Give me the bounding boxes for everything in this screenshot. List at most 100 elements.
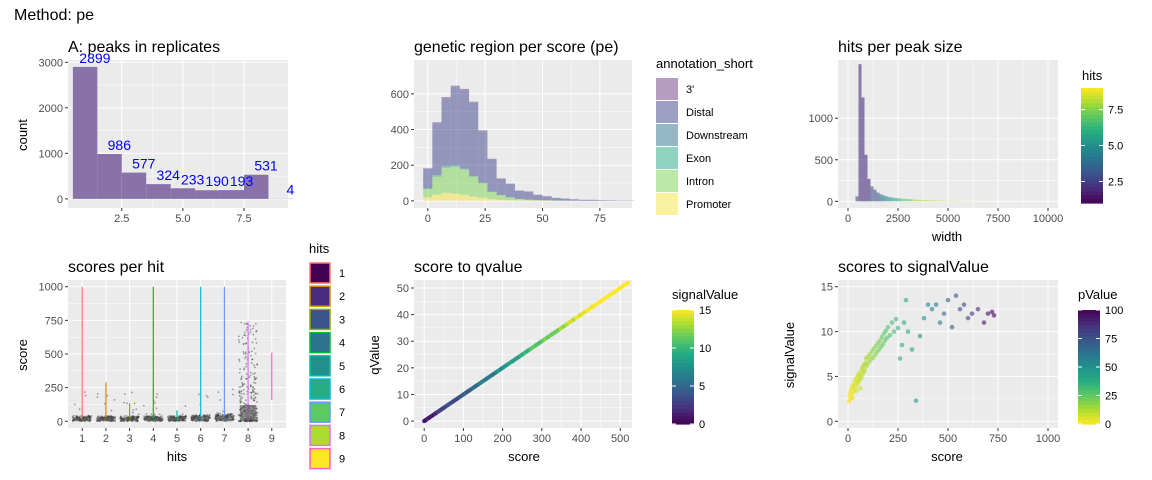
y-axis-label: qValue: [367, 335, 382, 375]
panel-scores-to-signalvalue: scores to signalValue signalValue score …: [782, 259, 1123, 464]
x-tick-label: 400: [572, 433, 590, 445]
jitter-point: [256, 419, 258, 422]
legend-colorbar-segment: [1078, 374, 1100, 379]
jitter-point: [238, 390, 241, 393]
histogram-bar: [450, 165, 460, 167]
legend-swatch: [309, 285, 331, 307]
jitter-point: [237, 338, 240, 341]
x-tick-label: 75: [594, 213, 606, 225]
jitter-point: [254, 352, 257, 355]
y-tick-label: 400: [391, 125, 409, 137]
jitter-point: [193, 414, 196, 417]
jitter-point: [237, 413, 240, 416]
jitter-point: [256, 419, 259, 422]
jitter-point: [219, 412, 222, 415]
data-point: [905, 329, 911, 334]
histogram-bar: [496, 178, 506, 195]
data-point: [864, 363, 870, 368]
legend-colorbar-segment: [1078, 401, 1100, 406]
data-point: [949, 324, 955, 330]
jitter-point: [256, 364, 259, 366]
data-point: [891, 329, 897, 334]
jitter-point: [180, 415, 183, 418]
histogram-bar: [423, 168, 433, 189]
legend-label: 9: [339, 454, 345, 466]
jitter-point: [154, 401, 156, 404]
jitter-point: [148, 415, 151, 418]
jitter-point: [137, 415, 140, 418]
x-tick-label: 10000: [1033, 213, 1064, 225]
jitter-point: [221, 410, 224, 413]
x-tick-label: 50: [536, 213, 548, 225]
jitter-point: [224, 413, 227, 416]
y-tick-label: 600: [391, 89, 409, 101]
jitter-point: [167, 419, 169, 421]
y-tick-label: 750: [45, 315, 63, 327]
jitter-point: [90, 415, 93, 417]
histogram-bar: [903, 198, 907, 202]
legend-swatch: [309, 401, 331, 423]
data-point: [985, 311, 991, 316]
jitter-point: [243, 402, 245, 404]
jitter-point: [185, 417, 187, 420]
legend-label: Promoter: [686, 199, 732, 211]
jitter-point: [95, 419, 98, 422]
jitter-point: [217, 391, 220, 393]
legend-colorbar-segment: [1078, 378, 1100, 383]
jitter-point: [254, 322, 257, 325]
jitter-point: [149, 415, 152, 418]
jitter-point: [249, 385, 252, 388]
data-point: [937, 320, 943, 325]
histogram-bar: [478, 130, 488, 132]
legend-colorbar-segment: [1078, 405, 1100, 410]
legend-colorbar-segment: [1081, 137, 1103, 143]
histogram-bar: [423, 168, 433, 169]
histogram-bar: [505, 200, 515, 201]
histogram-bar: [469, 101, 479, 103]
jitter-point: [153, 413, 156, 416]
jitter-point: [114, 417, 117, 419]
legend-colorbar-segment: [1081, 199, 1103, 204]
legend-colorbar-segment: [1081, 122, 1103, 127]
legend-label: 2: [339, 291, 345, 303]
jitter-point: [256, 392, 259, 395]
legend-colorbar-segment: [1078, 313, 1100, 319]
jitter-point: [184, 415, 187, 418]
legend-colorbar-segment: [672, 416, 694, 421]
legend-colorbar-segment: [1078, 336, 1100, 341]
jitter-point: [245, 377, 248, 380]
jitter-point: [250, 395, 253, 398]
jitter-point: [214, 417, 217, 420]
jitter-point: [232, 418, 235, 421]
jitter-point: [195, 414, 198, 417]
jitter-point: [243, 367, 245, 370]
legend-swatch: [309, 424, 331, 447]
jitter-point: [230, 413, 232, 415]
jitter-point: [214, 416, 217, 419]
jitter-point: [184, 405, 187, 407]
histogram-bar: [505, 197, 515, 201]
jitter-point: [244, 357, 247, 360]
jitter-point: [120, 415, 122, 418]
histogram-bar: [551, 197, 561, 201]
jitter-point: [238, 394, 241, 397]
jitter-point: [243, 368, 246, 371]
jitter-point: [155, 396, 158, 399]
jitter-point: [250, 350, 253, 353]
y-axis-label: count: [15, 119, 30, 151]
legend-colorbar-segment: [1081, 145, 1103, 150]
jitter-point: [173, 415, 176, 418]
jitter-point: [243, 331, 246, 334]
histogram-bar: [432, 194, 442, 201]
histogram-bar: [423, 189, 433, 198]
jitter-point: [250, 384, 252, 387]
jitter-point: [238, 341, 241, 344]
histogram-bar: [579, 199, 589, 201]
jitter-point: [96, 417, 98, 420]
jitter-point: [252, 381, 255, 384]
jitter-point: [136, 415, 139, 418]
jitter-point: [161, 417, 164, 419]
jitter-point: [253, 394, 255, 397]
jitter-point: [239, 386, 242, 388]
jitter-point: [256, 418, 259, 421]
